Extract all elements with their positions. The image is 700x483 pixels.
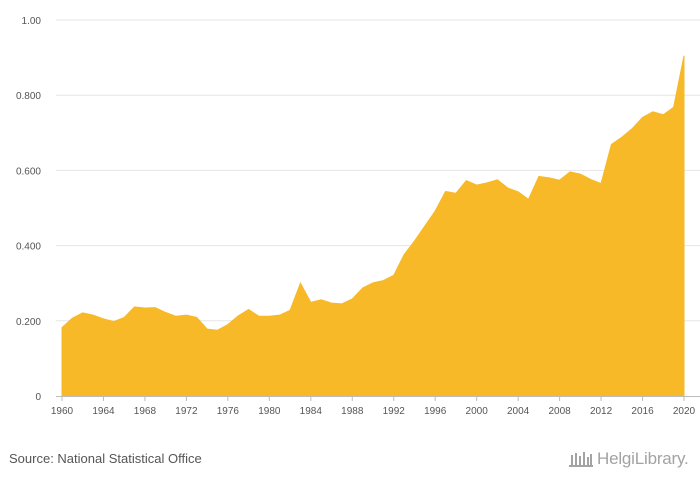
x-tick-label: 2020	[673, 406, 696, 417]
y-tick-label: 0.200	[16, 317, 41, 328]
y-tick-label: 0.400	[16, 242, 41, 253]
x-tick-label: 2012	[590, 406, 613, 417]
x-tick-label: 2004	[507, 406, 530, 417]
x-tick-label: 1972	[175, 406, 198, 417]
y-tick-label: 0.600	[16, 166, 41, 177]
y-tick-label: 0	[35, 392, 41, 403]
x-tick-label: 1976	[217, 406, 240, 417]
x-tick-label: 2016	[631, 406, 654, 417]
x-tick-label: 2008	[548, 406, 571, 417]
source-note: Source: National Statistical Office	[9, 451, 202, 466]
x-tick-label: 1984	[300, 406, 323, 417]
brand-logo[interactable]: HelgiLibrary.	[568, 447, 689, 471]
y-tick-label: 1.00	[22, 16, 42, 27]
x-tick-label: 1992	[383, 406, 406, 417]
x-tick-label: 1964	[92, 406, 115, 417]
x-tick-label: 2000	[466, 406, 489, 417]
x-tick-label: 1968	[134, 406, 157, 417]
y-tick-label: 0.800	[16, 91, 41, 102]
x-tick-label: 1960	[51, 406, 74, 417]
x-tick-label: 1980	[258, 406, 281, 417]
series-area	[61, 55, 685, 397]
x-tick-label: 1988	[341, 406, 364, 417]
brand-name: HelgiLibrary.	[597, 449, 689, 468]
x-tick-label: 1996	[424, 406, 447, 417]
library-icon	[569, 452, 593, 467]
